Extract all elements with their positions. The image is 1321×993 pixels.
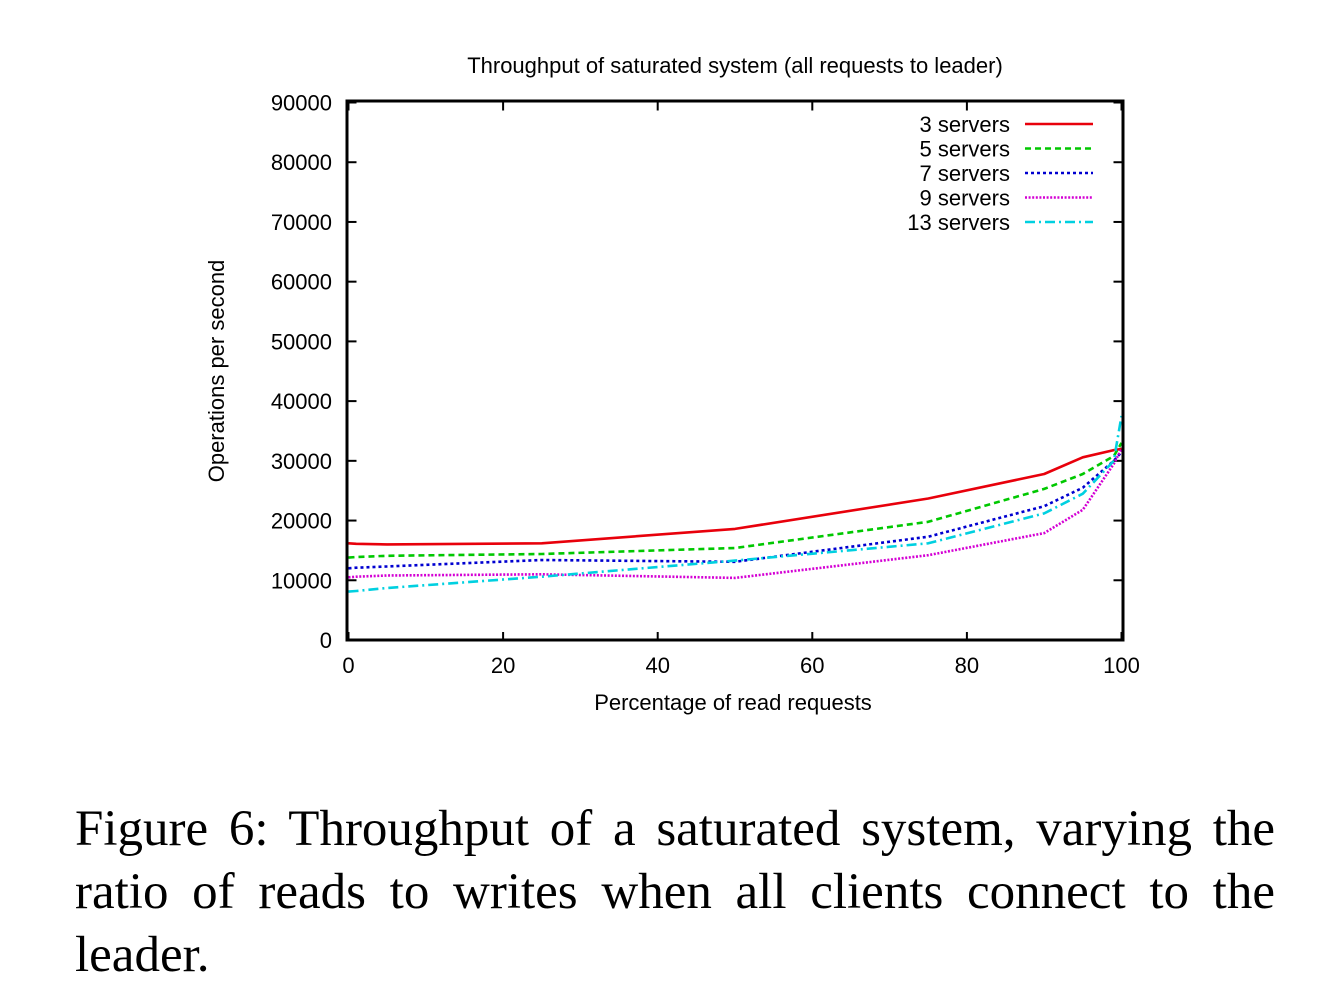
line-chart: Throughput of saturated system (all requ…: [204, 53, 1140, 715]
legend-label: 7 servers: [920, 161, 1010, 186]
x-tick-label: 20: [491, 653, 515, 678]
plot-frame: [345, 99, 1125, 642]
y-tick-label: 30000: [271, 449, 332, 474]
legend-label: 9 servers: [920, 186, 1010, 211]
series-line-9-servers: [348, 448, 1123, 580]
y-tick-label: 80000: [271, 150, 332, 175]
y-axis-label: Operations per second: [204, 260, 229, 483]
series-line-7-servers: [348, 451, 1123, 570]
axis-ticks: 0 20 40 60 80 100 0 10000 20000 30000 40000 50000 60…: [271, 91, 1140, 679]
series-line-5-servers: [348, 442, 1123, 559]
y-tick-label: 50000: [271, 329, 332, 354]
series-line-3-servers: [348, 447, 1122, 546]
y-tick-label: 70000: [271, 210, 332, 235]
y-tick-label: 20000: [271, 509, 332, 534]
x-tick-label: 60: [800, 653, 824, 678]
y-tick-label: 40000: [271, 389, 332, 414]
y-tick-label: 10000: [271, 568, 332, 593]
legend-label: 5 servers: [920, 137, 1010, 162]
series-line-13-servers: [348, 415, 1123, 593]
chart-title: Throughput of saturated system (all requ…: [467, 53, 1003, 78]
y-tick-label: 90000: [271, 91, 332, 116]
x-tick-label: 80: [955, 653, 979, 678]
figure-caption: Figure 6: Throughput of a saturated syst…: [75, 801, 1275, 983]
x-tick-label: 40: [645, 653, 669, 678]
x-tick-label: 0: [342, 653, 354, 678]
legend-label: 3 servers: [920, 112, 1010, 137]
y-tick-label: 0: [320, 628, 332, 653]
y-tick-label: 60000: [271, 270, 332, 295]
legend-label: 13 servers: [907, 210, 1010, 235]
plot-area: [348, 415, 1123, 593]
x-tick-label: 100: [1103, 653, 1140, 678]
x-axis-label: Percentage of read requests: [594, 690, 872, 715]
